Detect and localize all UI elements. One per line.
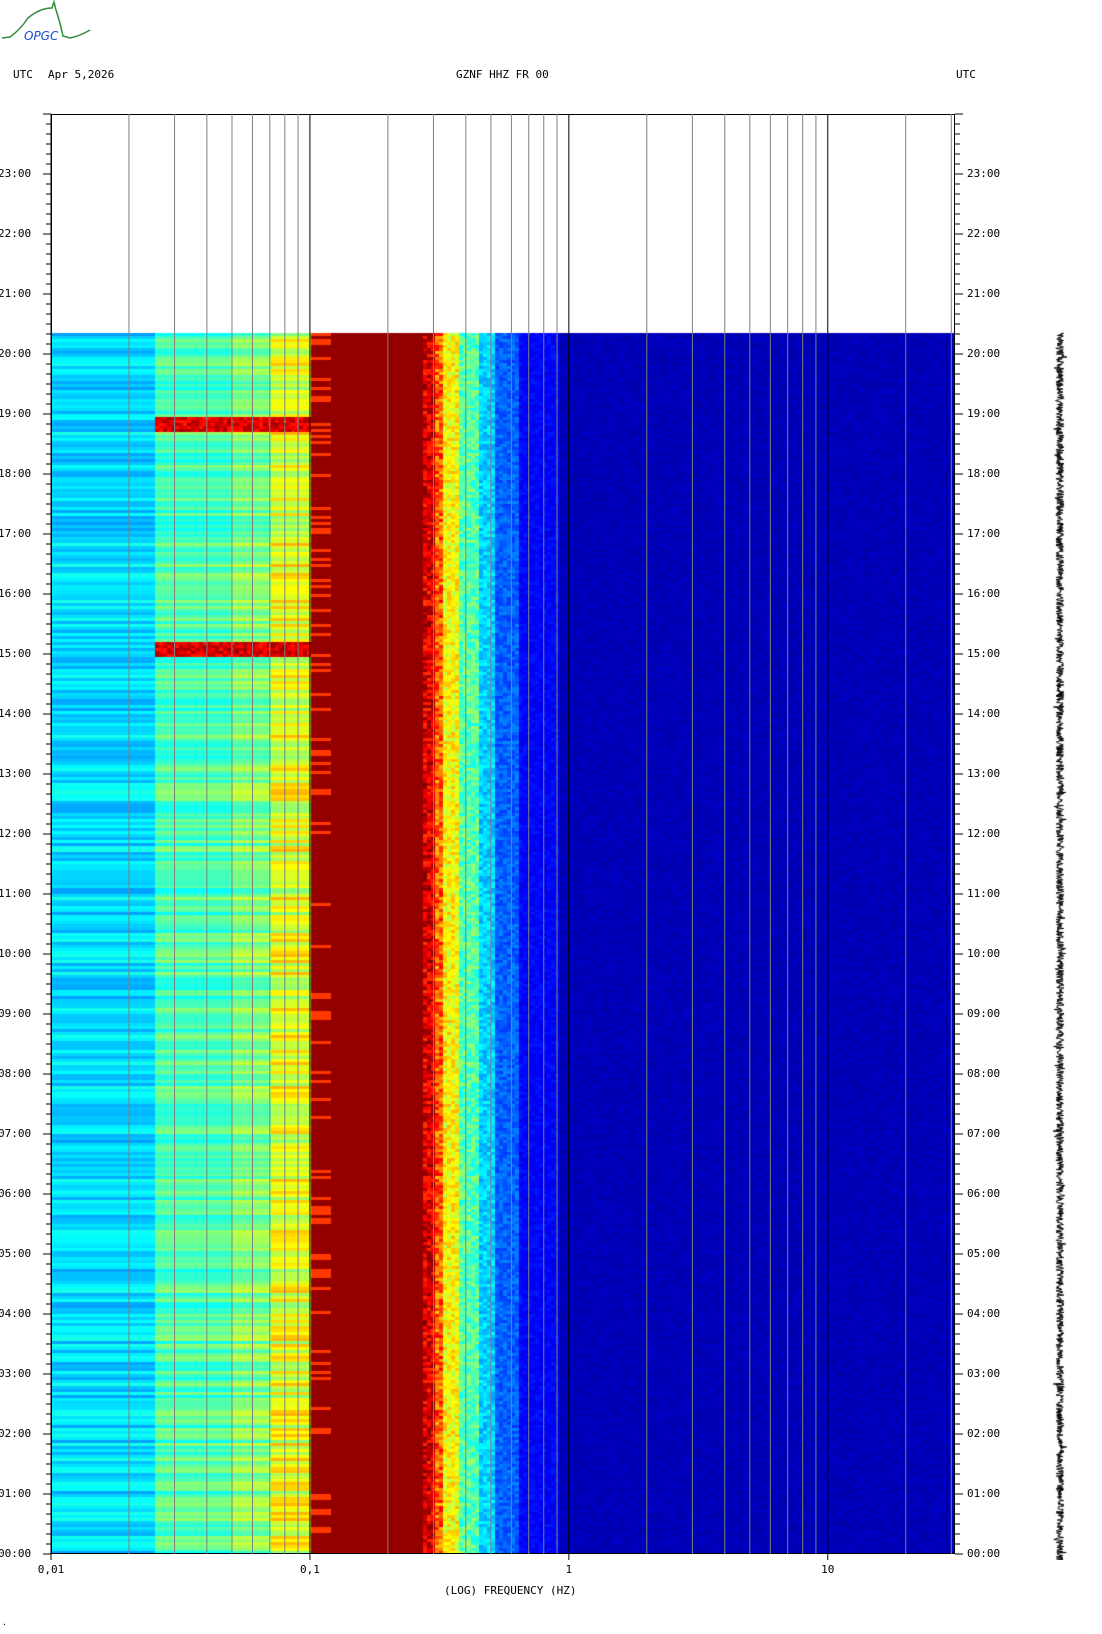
footer-mark: · [2, 1620, 7, 1629]
date-label: Apr 5,2026 [48, 68, 115, 81]
right-hour-label: 08:00 [967, 1067, 1001, 1080]
left-hour-label: 03:00 [0, 1367, 32, 1380]
left-hour-label: 18:00 [0, 467, 32, 480]
right-hour-label: 17:00 [967, 527, 1001, 540]
right-hour-label: 12:00 [967, 827, 1001, 840]
right-hour-label: 09:00 [967, 1007, 1001, 1020]
left-hour-label: 23:00 [0, 167, 32, 180]
right-timezone-label: UTC [956, 68, 976, 81]
left-hour-label: 10:00 [0, 947, 32, 960]
left-hour-label: 12:00 [0, 827, 32, 840]
right-hour-label: 07:00 [967, 1127, 1001, 1140]
svg-text:OPGC: OPGC [24, 29, 59, 43]
left-hour-label: 02:00 [0, 1427, 32, 1440]
left-hour-label: 19:00 [0, 407, 32, 420]
right-hour-label: 11:00 [967, 887, 1001, 900]
right-hour-label: 20:00 [967, 347, 1001, 360]
x-axis-label: (LOG) FREQUENCY (HZ) [444, 1584, 577, 1597]
right-hour-label: 13:00 [967, 767, 1001, 780]
right-hour-label: 21:00 [967, 287, 1001, 300]
left-hour-label: 07:00 [0, 1127, 32, 1140]
x-tick-label: 1 [565, 1563, 573, 1576]
left-hour-label: 05:00 [0, 1247, 32, 1260]
right-hour-label: 03:00 [967, 1367, 1001, 1380]
x-tick-label: 10 [821, 1563, 835, 1576]
right-hour-label: 00:00 [967, 1547, 1001, 1560]
x-tick-label: 0,01 [37, 1563, 65, 1576]
left-hour-label: 08:00 [0, 1067, 32, 1080]
right-hour-label: 02:00 [967, 1427, 1001, 1440]
right-hour-label: 19:00 [967, 407, 1001, 420]
left-hour-label: 00:00 [0, 1547, 32, 1560]
right-hour-label: 22:00 [967, 227, 1001, 240]
right-hour-label: 14:00 [967, 707, 1001, 720]
left-hour-label: 20:00 [0, 347, 32, 360]
spectrogram-plot [51, 114, 955, 1554]
left-hour-label: 15:00 [0, 647, 32, 660]
left-hour-label: 04:00 [0, 1307, 32, 1320]
right-hour-label: 23:00 [967, 167, 1001, 180]
station-title: GZNF HHZ FR 00 [456, 68, 549, 81]
left-hour-label: 01:00 [0, 1487, 32, 1500]
left-hour-label: 17:00 [0, 527, 32, 540]
right-hour-label: 10:00 [967, 947, 1001, 960]
left-hour-label: 14:00 [0, 707, 32, 720]
seismogram-trace [1045, 330, 1075, 1560]
left-timezone-label: UTC [13, 68, 33, 81]
left-hour-label: 21:00 [0, 287, 32, 300]
right-hour-label: 05:00 [967, 1247, 1001, 1260]
right-hour-label: 15:00 [967, 647, 1001, 660]
right-hour-label: 06:00 [967, 1187, 1001, 1200]
spectrogram-heatmap [51, 114, 955, 1554]
right-hour-label: 04:00 [967, 1307, 1001, 1320]
right-hour-label: 01:00 [967, 1487, 1001, 1500]
opgc-logo: OPGC [1, 0, 91, 43]
right-hour-label: 18:00 [967, 467, 1001, 480]
left-hour-label: 13:00 [0, 767, 32, 780]
left-hour-label: 11:00 [0, 887, 32, 900]
left-hour-label: 16:00 [0, 587, 32, 600]
x-tick-label: 0,1 [300, 1563, 320, 1576]
left-hour-label: 09:00 [0, 1007, 32, 1020]
left-hour-label: 06:00 [0, 1187, 32, 1200]
left-hour-label: 22:00 [0, 227, 32, 240]
right-hour-label: 16:00 [967, 587, 1001, 600]
